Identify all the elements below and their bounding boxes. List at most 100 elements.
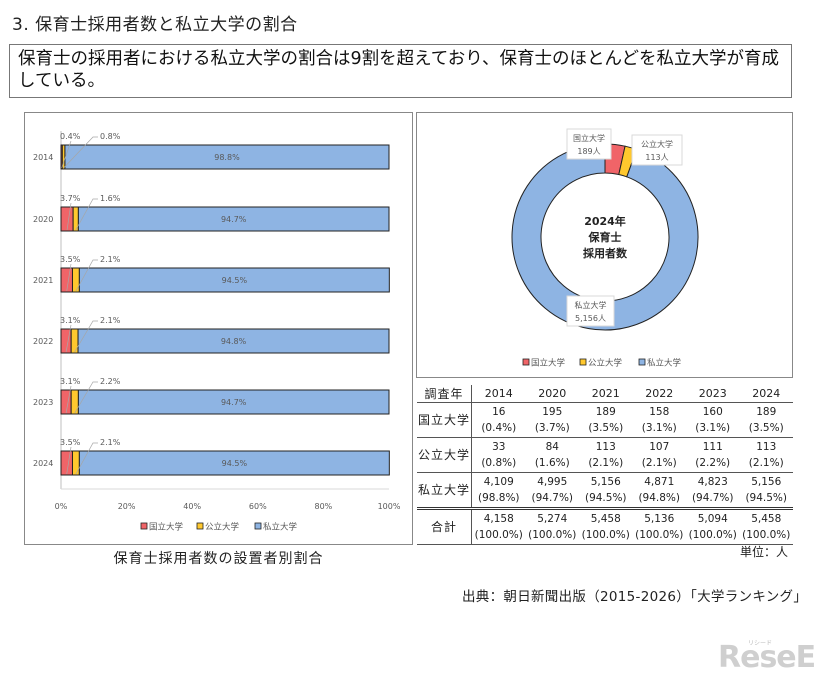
public-data-label: 2.1%: [100, 255, 121, 264]
table-cell: 5,458 (100.0%): [579, 507, 633, 545]
row-label: 国立大学: [417, 402, 472, 438]
legend-label: 公立大学: [205, 522, 240, 533]
table-cell: 84 (1.6%): [525, 437, 580, 473]
x-tick-label: 40%: [183, 502, 201, 511]
legend-label: 私立大学: [263, 522, 298, 533]
public-data-label: 1.6%: [100, 194, 121, 203]
bar-segment-public: [70, 328, 79, 354]
table-cell: 5,094 (100.0%): [685, 507, 740, 545]
legend-label: 国立大学: [531, 358, 566, 369]
y-tick-label: 2022: [33, 337, 53, 346]
bar-segment-public: [70, 389, 79, 415]
national-data-label: 0.4%: [60, 132, 81, 141]
national-data-label: 3.5%: [60, 255, 81, 264]
table-cell: 113 (2.1%): [579, 437, 633, 473]
bar-segment-national: [60, 206, 74, 232]
donut-callout: [631, 134, 683, 166]
table-cell: 189 (3.5%): [739, 402, 793, 438]
y-tick-label: 2021: [33, 276, 53, 285]
private-data-label: 94.7%: [221, 215, 247, 224]
callout-name: 公立大学: [641, 139, 673, 149]
x-tick-label: 60%: [249, 502, 267, 511]
year-header: 2014: [484, 387, 513, 400]
table-cell: 4,823 (94.7%): [685, 472, 740, 509]
donut-center-label: 保育士: [588, 230, 622, 244]
national-data-label: 3.1%: [60, 377, 81, 386]
donut-center-year: 2024年: [584, 214, 626, 228]
table-cell: 5,156 (94.5%): [739, 472, 793, 509]
table-cell: 33 (0.8%): [471, 437, 526, 473]
legend-swatch: [522, 358, 530, 366]
row-label: 合計: [417, 507, 472, 545]
public-data-label: 2.2%: [100, 377, 121, 386]
data-table: 調査年 2014 2020 2021 2022 2023 2024 国立大学 1…: [417, 385, 793, 545]
table-cell: 4,109 (98.8%): [471, 472, 526, 509]
source-citation: 出典：朝日新聞出版（2015-2026）「大学ランキング」: [462, 589, 808, 605]
year-header: 2022: [645, 387, 674, 400]
table-cell: 195 (3.7%): [525, 402, 580, 438]
legend-swatch: [196, 522, 204, 530]
table-cell: 158 (3.1%): [632, 402, 686, 438]
table-cell: 107 (2.1%): [632, 437, 686, 473]
legend-swatch: [638, 358, 646, 366]
reseed-logo: ReseEd: [718, 640, 816, 675]
bar-chart-canvas: 2014 98.8% 0.4% 0.8% 2020 94.7% 3.7% 1.6% 2021 94…: [33, 131, 401, 533]
year-header: 2024: [752, 387, 781, 400]
unit-label: 単位：人: [740, 545, 789, 559]
legend-label: 公立大学: [588, 358, 623, 369]
bar-segment-private: [77, 328, 390, 354]
table-cell: 5,274 (100.0%): [525, 507, 580, 545]
table-header-row: 調査年 2014 2020 2021 2022 2023 2024: [417, 385, 793, 403]
callout-value: 5,156人: [575, 314, 606, 323]
table-row-private: 私立大学 4,109 (98.8%) 4,995 (94.7%) 5,156 (94.…: [417, 472, 793, 509]
bar-segment-private: [64, 144, 390, 170]
table-cell: 113 (2.1%): [739, 437, 793, 473]
y-tick-label: 2024: [33, 459, 53, 468]
table-row-public: 公立大学 33 (0.8%) 84 (1.6%) 113 (2.1%) 107 (2.1…: [417, 437, 793, 473]
callout-name: 私立大学: [575, 300, 607, 310]
donut-chart: 2024年 保育士 採用者数 国立大学 189人 公立大学 113人 私立大学 5,156人 国立…: [416, 112, 793, 378]
legend-swatch: [579, 358, 587, 366]
table-row-national: 国立大学 16 (0.4%) 195 (3.7%) 189 (3.5%) 158 (3.…: [417, 402, 793, 438]
table-cell: 5,458 (100.0%): [739, 507, 793, 545]
bar-segment-private: [77, 389, 390, 415]
callout-value: 189人: [577, 147, 600, 156]
x-tick-label: 0%: [55, 502, 68, 511]
y-tick-label: 2023: [33, 398, 53, 407]
x-tick-label: 80%: [315, 502, 333, 511]
table-cell: 4,871 (94.8%): [632, 472, 686, 509]
bar-segment-public: [71, 267, 80, 293]
public-data-label: 2.1%: [100, 316, 121, 325]
legend-swatch: [140, 522, 148, 530]
table-cell: 189 (3.5%): [579, 402, 633, 438]
bar-segment-national: [60, 450, 73, 476]
bar-segment-private: [78, 267, 390, 293]
private-data-label: 94.8%: [221, 337, 247, 346]
y-tick-label: 2020: [33, 215, 53, 224]
legend-swatch: [254, 522, 262, 530]
year-header: 2023: [698, 387, 727, 400]
private-data-label: 94.7%: [221, 398, 247, 407]
year-header: 2020: [538, 387, 567, 400]
x-tick-label: 100%: [378, 502, 401, 511]
public-data-label: 0.8%: [100, 132, 121, 141]
table-cell: 111 (2.2%): [685, 437, 740, 473]
private-data-label: 94.5%: [222, 276, 248, 285]
bar-segment-national: [60, 267, 73, 293]
national-data-label: 3.7%: [60, 194, 81, 203]
bar-segment-private: [78, 450, 390, 476]
private-data-label: 98.8%: [214, 153, 240, 162]
summary-box: 保育士の採用者における私立大学の割合は9割を超えており、保育士のほとんどを私立大…: [9, 44, 792, 98]
table-row-total: 合計 4,158 (100.0%) 5,274 (100.0%) 5,458 (100…: [417, 507, 793, 545]
stacked-bar-chart: 2014 98.8% 0.4% 0.8% 2020 94.7% 3.7% 1.6% 2021 94…: [24, 112, 413, 545]
donut-chart-canvas: 2024年保育士採用者数国立大学189人公立大学113人私立大学5,156人国立…: [511, 128, 699, 369]
bar-segment-public: [71, 450, 80, 476]
donut-callout: [566, 295, 615, 327]
donut-center-label: 採用者数: [583, 246, 628, 260]
table-cell: 16 (0.4%): [471, 402, 526, 438]
row-label: 私立大学: [417, 472, 472, 509]
legend-label: 私立大学: [647, 358, 682, 369]
donut-callout: [566, 128, 612, 160]
bar-chart-caption: 保育士採用者数の設置者別割合: [113, 551, 324, 567]
public-data-label: 2.1%: [100, 438, 121, 447]
